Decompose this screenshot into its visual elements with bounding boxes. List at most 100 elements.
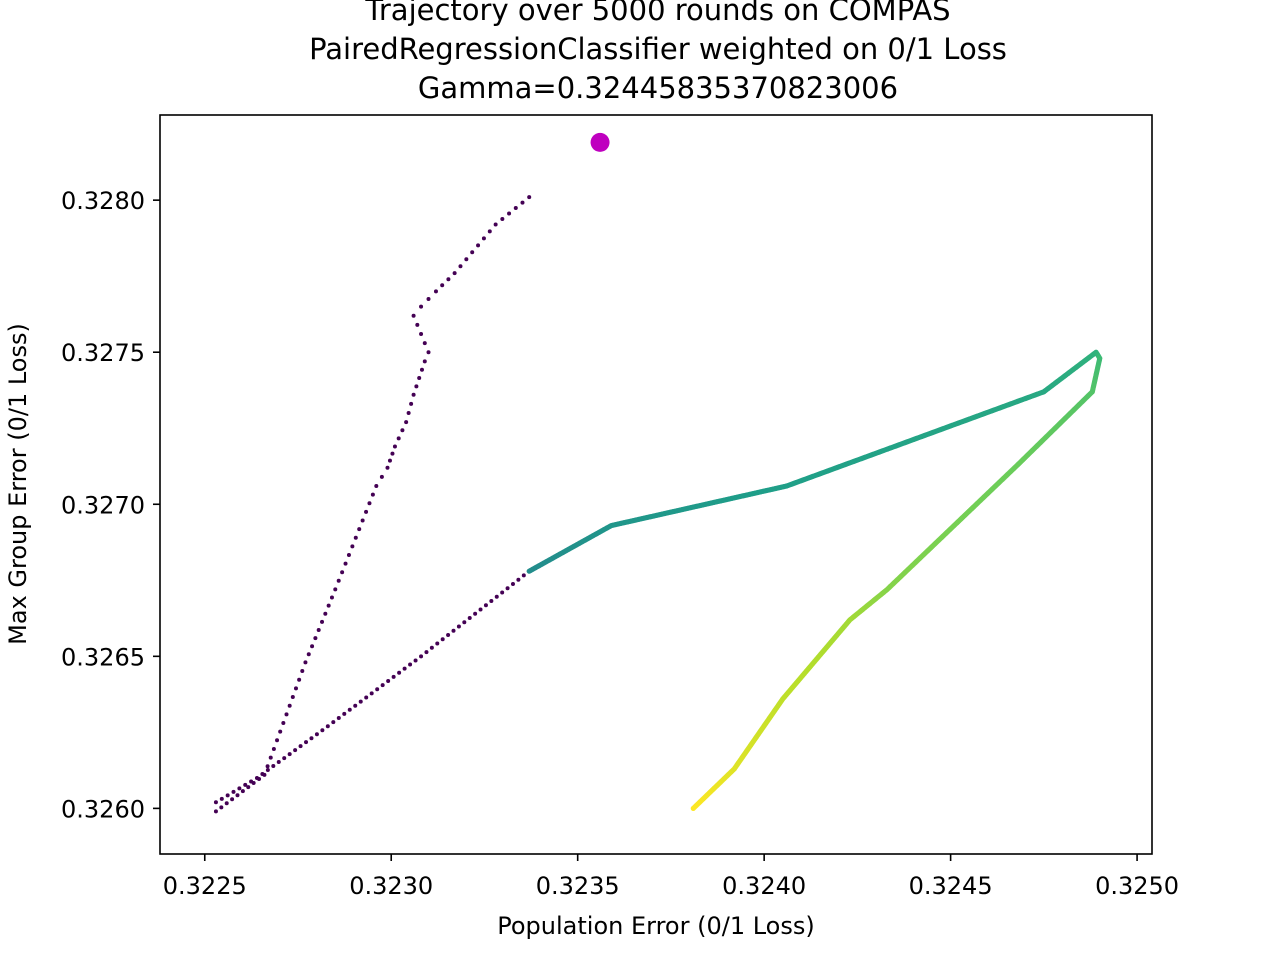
trajectory-point [265,764,270,769]
trajectory-point [409,401,414,406]
trajectory-point [323,611,328,616]
trajectory-point [435,641,440,646]
trajectory-point [224,801,229,806]
trajectory-point [406,411,411,416]
trajectory-point [452,271,457,276]
trajectory-point [478,607,483,612]
trajectory-point [470,250,475,255]
x-tick-label: 0.3245 [909,872,993,900]
trajectory-point [690,805,696,811]
trajectory-point [297,677,302,682]
trajectory-point [346,552,351,557]
trajectory-point [462,620,467,625]
trajectory-point [314,732,319,737]
y-axis-label: Max Group Error (0/1 Loss) [4,323,32,645]
trajectory-point [271,746,276,751]
trajectory-point [510,581,515,586]
trajectory-point [326,603,331,608]
trajectory-point [516,577,521,582]
trajectory-point [411,313,416,318]
title-line-3: Gamma=0.32445835370823006 [418,71,898,105]
trajectory-point [467,616,472,621]
trajectory-point [303,660,308,665]
trajectory-point [336,578,341,583]
trajectory-point [249,779,254,784]
trajectory-point [446,277,451,282]
trajectory-point [392,444,397,449]
trajectory-point [387,458,392,463]
trajectory-point [300,669,305,674]
trajectory-point [419,654,424,659]
trajectory-point [329,595,334,600]
trajectory-point [282,756,287,761]
trajectory-point [219,796,224,801]
x-axis-label: Population Error (0/1 Loss) [497,912,814,940]
y-tick-label: 0.3280 [61,187,145,215]
y-tick-label: 0.3275 [61,339,145,367]
y-tick-label: 0.3270 [61,491,145,519]
trajectory-point [342,711,347,716]
chart-title: Trajectory over 5000 rounds on COMPAS Pa… [309,0,1007,105]
trajectory-point [402,666,407,671]
trajectory-point [265,768,270,773]
trajectory-point [336,716,341,721]
trajectory-point [237,786,242,791]
trajectory-point [400,428,405,433]
trajectory-point [446,633,451,638]
trajectory-point [353,703,358,708]
trajectory-point [370,492,375,497]
trajectory-point [404,420,409,425]
y-axis-ticks: 0.3260 0.3265 0.3270 0.3275 0.3280 [61,187,160,823]
trajectory-point [521,573,526,578]
trajectory-point [422,341,427,346]
trajectory-point [333,587,338,592]
trajectory-point [386,679,391,684]
plot-frame [159,114,1153,855]
y-tick-label: 0.3260 [61,795,145,823]
trajectory-point [408,662,413,667]
trajectory-point [458,264,463,269]
trajectory-point [440,637,445,642]
trajectory-point [483,603,488,608]
trajectory-point [310,644,315,649]
trajectory-point [500,590,505,595]
trajectory-point [276,760,281,765]
trajectory-point [374,484,379,489]
trajectory-point [271,764,276,769]
trajectory-point [391,674,396,679]
trajectory-point [379,474,384,479]
trajectory-point [350,544,355,549]
trajectory-point [505,586,510,591]
trajectory-point [293,686,298,691]
trajectory-point [320,728,325,733]
trajectory-point [287,752,292,757]
trajectory-point [331,720,336,725]
plot-area [213,132,1103,814]
trajectory-point [413,658,418,663]
trajectory-point [313,636,318,641]
trajectory-point [419,304,424,309]
trajectory-point [254,775,259,780]
x-tick-label: 0.3230 [349,872,433,900]
trajectory-point [429,645,434,650]
trajectory-point [298,744,303,749]
trajectory-point [213,809,218,814]
trajectory-point [347,707,352,712]
trajectory-point [281,721,286,725]
trajectory-point [240,789,245,794]
trajectory-point [500,217,505,222]
x-tick-label: 0.3250 [1095,872,1179,900]
trajectory-point [456,624,461,629]
trajectory-point [417,376,422,381]
trajectory-point [340,570,345,575]
trajectory-point [360,518,365,523]
trajectory-point [493,222,498,227]
x-tick-label: 0.3225 [163,872,247,900]
trajectory-point [243,782,248,787]
x-tick-label: 0.3240 [722,872,806,900]
trajectory-point [268,755,273,760]
x-tick-label: 0.3235 [536,872,620,900]
trajectory-point [293,748,298,753]
trajectory-point [230,797,235,802]
trajectory-point [306,652,311,657]
